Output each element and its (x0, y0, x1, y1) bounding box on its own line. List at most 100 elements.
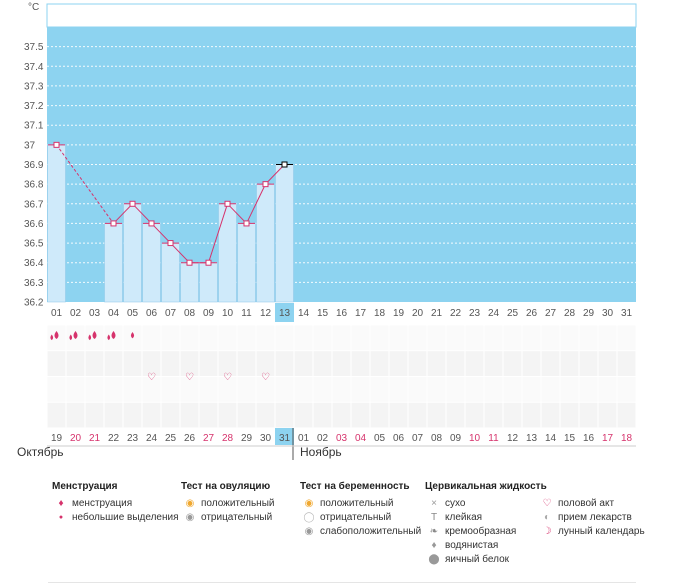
symptom-cell (465, 377, 484, 402)
symptom-cell (446, 402, 465, 428)
calendar-date-label: 15 (564, 433, 576, 444)
legend-label: лунный календарь (558, 526, 645, 537)
legend-label: менструация (72, 498, 133, 509)
calendar-date-label: 11 (488, 433, 499, 444)
calendar-date-label: 24 (146, 433, 158, 444)
symptom-cell (503, 377, 522, 402)
calendar-date-label: 08 (431, 433, 443, 444)
temperature-bar (180, 262, 199, 303)
symptom-cell (598, 351, 617, 376)
dry-icon: × (431, 498, 437, 509)
temperature-bar (161, 242, 180, 303)
y-tick-label: 37 (24, 140, 36, 151)
legend-item: × сухо (425, 497, 547, 511)
heart-icon: ♡ (542, 498, 552, 509)
menstruation-drop-icon (111, 331, 116, 339)
cycle-day-label: 16 (336, 308, 348, 319)
symptom-cell (199, 402, 218, 428)
cycle-day-label: 30 (602, 308, 614, 319)
symptom-cell (617, 325, 636, 351)
cycle-day-label: 22 (450, 308, 462, 319)
symptom-cell (408, 377, 427, 402)
symptom-cell (199, 351, 218, 376)
cycle-day-label: 12 (260, 308, 272, 319)
symptom-cell (142, 351, 161, 376)
legend-item: ⬤ яичный белок (425, 553, 547, 567)
y-tick-label: 36.3 (24, 278, 44, 289)
symptom-cell (104, 351, 123, 376)
symptom-cell (598, 325, 617, 351)
cycle-day-label: 18 (374, 308, 386, 319)
symptom-cell (617, 351, 636, 376)
y-tick-label: 36.9 (24, 160, 44, 171)
symptom-cell (180, 402, 199, 428)
symptom-cell (313, 351, 332, 376)
symptom-cell (484, 377, 503, 402)
symptom-cell (275, 351, 294, 376)
calendar-date-label: 03 (336, 433, 348, 444)
y-axis-unit: °C (28, 2, 39, 13)
calendar-date-label: 21 (89, 433, 101, 444)
creamy-icon: ❧ (429, 526, 439, 537)
symptom-cell (579, 351, 598, 376)
symptom-cell (522, 325, 541, 351)
cycle-day-label: 31 (621, 308, 633, 319)
legend-label: водянистая (445, 540, 499, 551)
cycle-day-label: 27 (545, 308, 557, 319)
symptom-cell (275, 325, 294, 351)
legend-item: ☽ лунный календарь (538, 525, 645, 539)
egg-white-icon: ⬤ (428, 554, 440, 565)
symptom-cell (617, 402, 636, 428)
calendar-date-label: 27 (203, 433, 215, 444)
menstruation-drop-icon (69, 334, 73, 341)
plot-top-band (46, 3, 637, 28)
legend-label: отрицательный (320, 512, 392, 523)
symptom-cell (275, 377, 294, 402)
cycle-day-label: 10 (222, 308, 234, 319)
cycle-day-label: 13 (279, 308, 291, 319)
cycle-day-label: 04 (108, 308, 120, 319)
legend-label: небольшие выделения (72, 512, 179, 523)
cycle-day-label: 15 (317, 308, 329, 319)
temperature-point (205, 259, 212, 266)
calendar-date-label: 26 (184, 433, 196, 444)
cycle-day-label: 11 (241, 308, 252, 319)
symptom-cell (427, 351, 446, 376)
symptom-cell (389, 402, 408, 428)
symptom-cell (446, 351, 465, 376)
symptom-cell (218, 325, 237, 351)
month-label-next: Ноябрь (300, 445, 342, 459)
calendar-date-label: 10 (469, 433, 481, 444)
symptom-cell (142, 377, 161, 402)
legend-cervical: Цервикальная жидкость × сухо T клейкая ❧… (425, 481, 547, 567)
cycle-day-label: 17 (355, 308, 367, 319)
cycle-day-label: 14 (298, 308, 310, 319)
temperature-point (224, 200, 231, 207)
symptom-cell (180, 377, 199, 402)
temperature-point (53, 141, 60, 148)
symptom-cell (465, 351, 484, 376)
legend-item: T клейкая (425, 511, 547, 525)
cycle-day-label: 26 (526, 308, 538, 319)
symptom-cell (85, 377, 104, 402)
symptom-cell (161, 325, 180, 351)
legend-item: ◉ отрицательный (181, 511, 274, 525)
symptom-cell (408, 325, 427, 351)
menstruation-drop-icon (54, 331, 59, 339)
cycle-day-label: 01 (51, 308, 63, 319)
legend-item: ◐ прием лекарств (538, 511, 645, 525)
calendar-date-label: 05 (374, 433, 386, 444)
y-tick-label: 37.4 (24, 62, 44, 73)
symptom-cell (503, 351, 522, 376)
legend-label: половой акт (558, 498, 615, 509)
cycle-day-label: 07 (165, 308, 177, 319)
legend-pregnancy: Тест на беременность ◉ положительный ◯ о… (300, 481, 421, 539)
cycle-day-label: 21 (431, 308, 443, 319)
cycle-day-label: 05 (127, 308, 139, 319)
menstruation-drop-icon (50, 334, 54, 341)
symptom-cell (617, 377, 636, 402)
calendar-date-label: 17 (602, 433, 614, 444)
symptom-cell (389, 351, 408, 376)
symptom-cell (332, 402, 351, 428)
calendar-date-label: 09 (450, 433, 462, 444)
